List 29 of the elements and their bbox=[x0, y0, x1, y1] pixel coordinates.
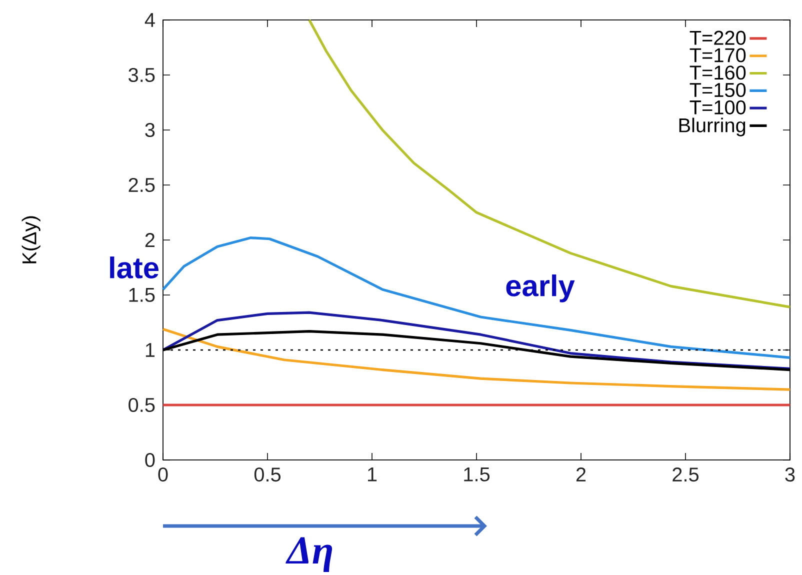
y-tick-label: 1.5 bbox=[129, 288, 155, 302]
y-axis-title: K(Δy) bbox=[22, 216, 40, 264]
y-tick-label: 0.5 bbox=[128, 398, 155, 412]
line-series bbox=[308, 18, 792, 308]
y-tick-label: 2.5 bbox=[128, 178, 155, 192]
legend-label: T=100 bbox=[690, 100, 746, 114]
annotation: early bbox=[506, 274, 575, 302]
x-tick-label: 2.5 bbox=[672, 468, 699, 482]
line-series bbox=[162, 328, 792, 391]
x-tick-label: 3 bbox=[785, 468, 795, 482]
legend-label: Blurring bbox=[679, 118, 746, 136]
y-tick-label: 1 bbox=[146, 343, 155, 357]
x-tick-label: 0 bbox=[158, 468, 168, 482]
x-tick-label: 1.5 bbox=[464, 468, 490, 482]
y-tick-label: 3.5 bbox=[128, 68, 155, 82]
y-tick-label: 4 bbox=[144, 13, 155, 27]
legend-label: T=150 bbox=[690, 82, 746, 98]
legend-label: T=160 bbox=[690, 66, 746, 80]
x-axis-title: Δη bbox=[286, 537, 332, 572]
y-tick-label: 2 bbox=[145, 233, 154, 247]
text: late bbox=[110, 256, 158, 278]
y-tick-label: 0 bbox=[145, 452, 155, 468]
x-tick-label: 0.5 bbox=[254, 468, 281, 482]
x-tick-label: 2 bbox=[576, 468, 586, 482]
x-tick-label: 1 bbox=[368, 468, 377, 482]
legend-label: T=220 bbox=[690, 30, 746, 45]
line-series bbox=[162, 236, 792, 359]
legend-label: T=170 bbox=[690, 48, 746, 62]
y-tick-label: 3 bbox=[145, 122, 155, 138]
